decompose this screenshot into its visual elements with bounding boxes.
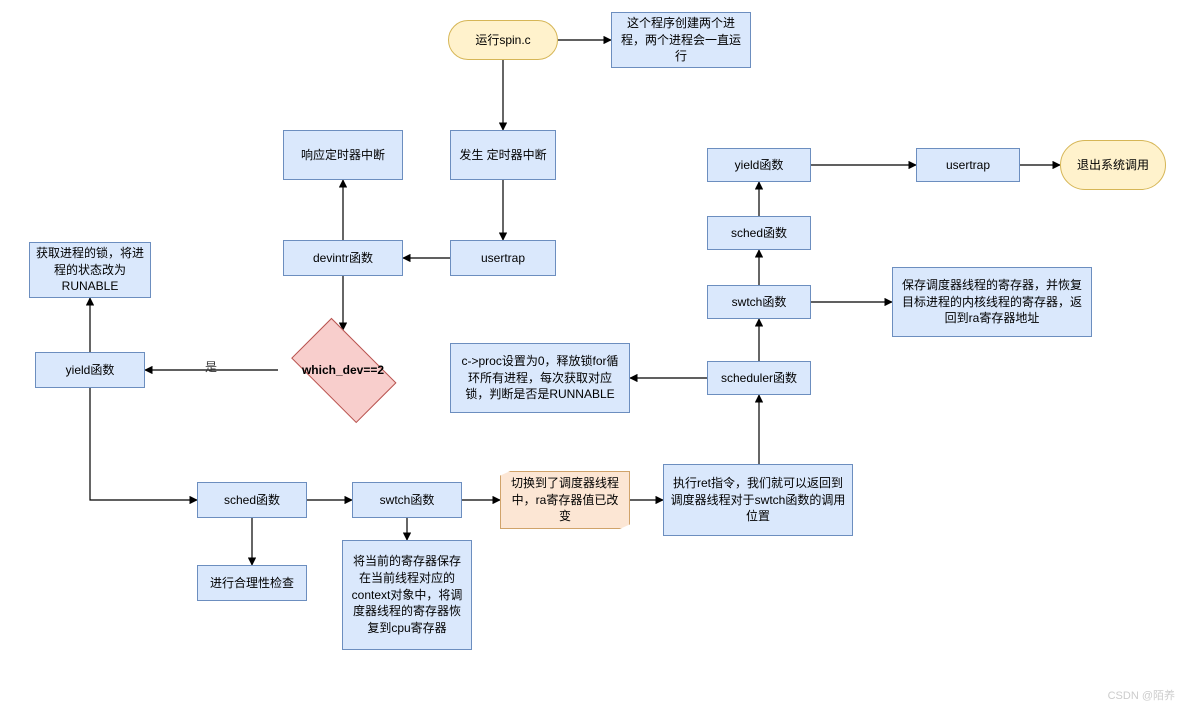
node-n_devintr: devintr函数: [283, 240, 403, 276]
node-label: swtch函数: [732, 294, 787, 311]
node-n_sched1: sched函数: [197, 482, 307, 518]
node-n_swtch1: swtch函数: [352, 482, 462, 518]
node-n_yield2: yield函数: [707, 148, 811, 182]
node-label: scheduler函数: [721, 370, 797, 387]
node-label: sched函数: [731, 225, 787, 242]
node-n_proc2: 这个程序创建两个进程，两个进程会一直运行: [611, 12, 751, 68]
node-label: usertrap: [946, 157, 990, 174]
node-n_yield1: yield函数: [35, 352, 145, 388]
node-n_savectx: 将当前的寄存器保存在当前线程对应的context对象中，将调度器线程的寄存器恢复…: [342, 540, 472, 650]
node-label: 进行合理性检查: [210, 575, 294, 592]
node-label: 切换到了调度器线程中，ra寄存器值已改变: [507, 475, 623, 525]
node-n_cproc: c->proc设置为0，释放锁for循环所有进程，每次获取对应锁，判断是否是RU…: [450, 343, 630, 413]
node-label: sched函数: [224, 492, 280, 509]
node-n_scheduler: scheduler函数: [707, 361, 811, 395]
node-label: 保存调度器线程的寄存器，并恢复目标进程的内核线程的寄存器，返回到ra寄存器地址: [899, 277, 1085, 327]
node-label: swtch函数: [380, 492, 435, 509]
node-n_exit: 退出系统调用: [1060, 140, 1166, 190]
node-label: usertrap: [481, 250, 525, 267]
node-n_spin: 运行spin.c: [448, 20, 558, 60]
node-label: c->proc设置为0，释放锁for循环所有进程，每次获取对应锁，判断是否是RU…: [457, 353, 623, 403]
node-n_usertrap1: usertrap: [450, 240, 556, 276]
node-label: devintr函数: [313, 250, 373, 267]
node-label: 将当前的寄存器保存在当前线程对应的context对象中，将调度器线程的寄存器恢复…: [349, 553, 465, 637]
node-n_usertrap2: usertrap: [916, 148, 1020, 182]
node-n_dec: which_dev==2: [278, 330, 408, 410]
node-n_lock: 获取进程的锁，将进程的状态改为RUNABLE: [29, 242, 151, 298]
edge-n_yield1-n_sched1: [90, 388, 197, 500]
node-label: 退出系统调用: [1077, 157, 1149, 174]
node-label: yield函数: [66, 362, 115, 379]
node-label: 执行ret指令，我们就可以返回到调度器线程对于swtch函数的调用位置: [670, 475, 846, 525]
node-n_switchto: 切换到了调度器线程中，ra寄存器值已改变: [500, 471, 630, 529]
node-label: 响应定时器中断: [301, 147, 385, 164]
decision-label: which_dev==2: [302, 363, 384, 377]
node-label: 运行spin.c: [475, 32, 530, 49]
node-label: yield函数: [735, 157, 784, 174]
node-label: 获取进程的锁，将进程的状态改为RUNABLE: [36, 245, 144, 295]
node-n_saveback: 保存调度器线程的寄存器，并恢复目标进程的内核线程的寄存器，返回到ra寄存器地址: [892, 267, 1092, 337]
node-n_ret: 执行ret指令，我们就可以返回到调度器线程对于swtch函数的调用位置: [663, 464, 853, 536]
node-n_swtch2: swtch函数: [707, 285, 811, 319]
node-n_timer_resp: 响应定时器中断: [283, 130, 403, 180]
node-label: 发生 定时器中断: [459, 147, 546, 164]
watermark: CSDN @陌养: [1108, 687, 1175, 703]
node-label: 这个程序创建两个进程，两个进程会一直运行: [618, 15, 744, 65]
edge-label: 是: [205, 358, 217, 375]
node-n_sched2: sched函数: [707, 216, 811, 250]
node-n_check: 进行合理性检查: [197, 565, 307, 601]
flowchart-canvas: 运行spin.c 这个程序创建两个进程，两个进程会一直运行发生 定时器中断 响应定时…: [0, 0, 1185, 708]
node-n_timer_occur: 发生 定时器中断: [450, 130, 556, 180]
